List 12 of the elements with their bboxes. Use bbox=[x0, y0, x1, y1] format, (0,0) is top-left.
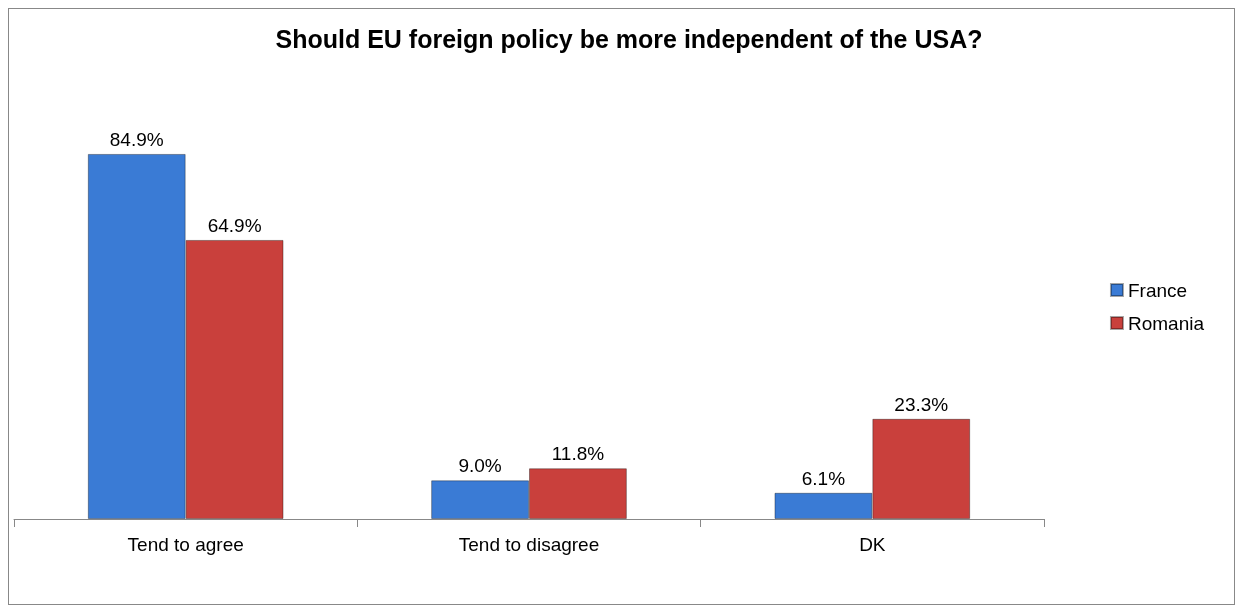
data-label: 64.9% bbox=[207, 214, 262, 236]
data-label: 84.9% bbox=[109, 128, 164, 150]
data-label: 9.0% bbox=[458, 455, 502, 477]
data-label: 23.3% bbox=[894, 393, 949, 415]
x-tick-label: Tend to disagree bbox=[458, 534, 600, 555]
legend-label: Romania bbox=[1127, 312, 1205, 334]
legend-label: France bbox=[1127, 279, 1188, 301]
data-label: 6.1% bbox=[801, 467, 846, 489]
x-tick-label: Tend to agree bbox=[127, 534, 244, 555]
data-label: 11.8% bbox=[551, 443, 605, 465]
chart-title: Should EU foreign policy be more independent of the USA? bbox=[275, 24, 983, 53]
x-tick-label: DK bbox=[859, 534, 886, 555]
